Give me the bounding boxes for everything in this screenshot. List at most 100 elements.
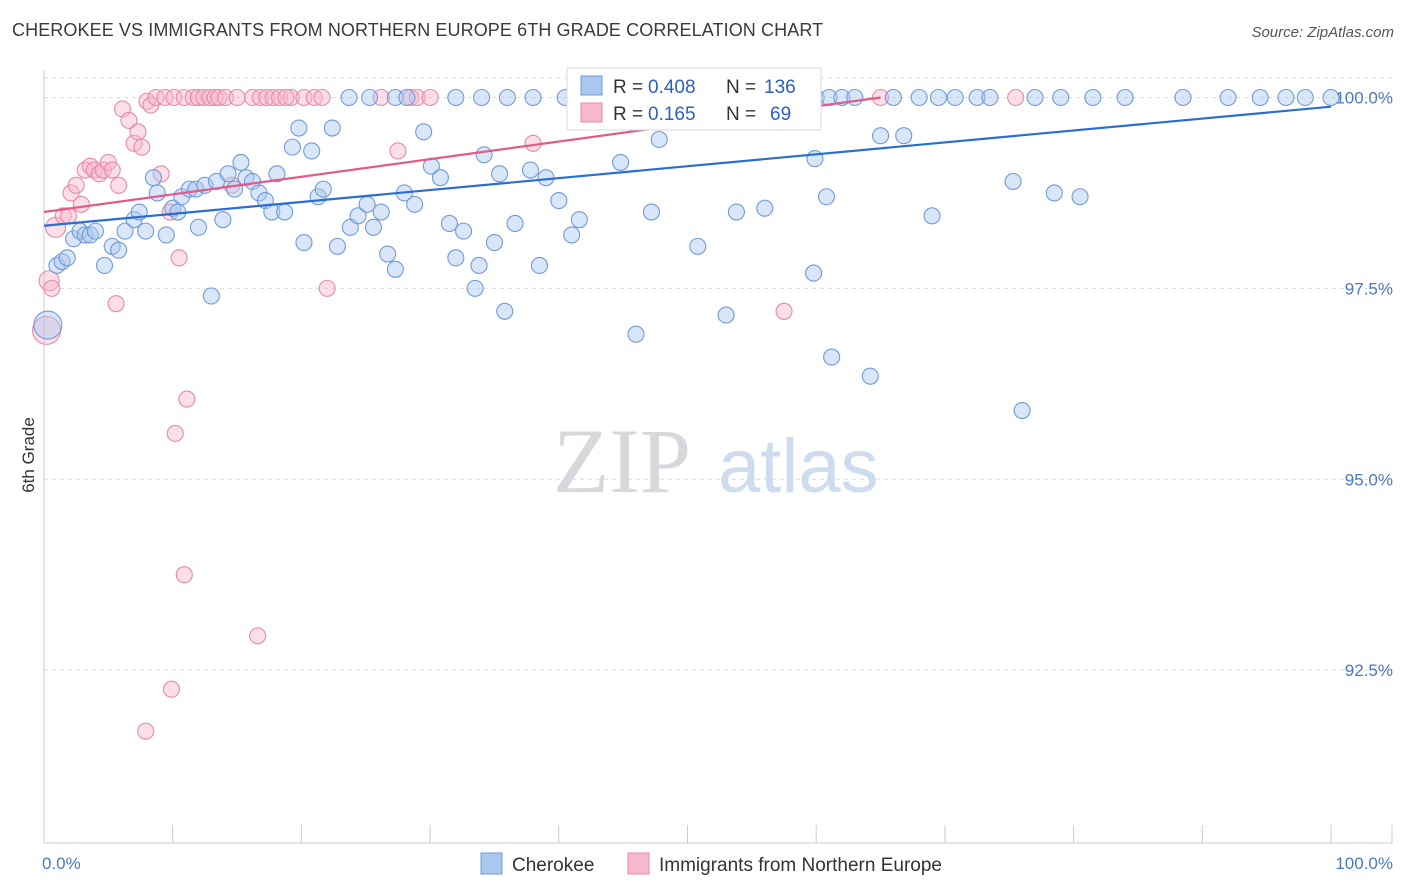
cherokee-point [498,88,516,107]
immigrants-point [210,88,228,107]
immigrants-point [189,88,207,107]
cherokee-point [470,256,488,275]
legend-swatch-cherokee [580,75,603,96]
y-axis-title: 6th Grade [19,417,38,493]
cherokee-point [1026,88,1044,107]
cherokee-point [1004,172,1022,191]
cherokee-point [76,226,94,244]
cherokee-point [466,279,484,297]
cherokee-point [823,348,841,366]
cherokee-point [372,203,390,221]
immigrants-point [175,566,193,584]
cherokee-point [756,199,774,217]
y-tick-label: 95.0% [1345,470,1393,489]
immigrants-point [201,88,219,107]
watermark-atlas: atlas [718,424,879,509]
watermark: ZIP atlas [553,410,879,512]
legend-n-value-immig: 69 [770,104,791,125]
cherokee-point [817,188,836,206]
legend-n-label-cherokee: N = [726,77,756,98]
cherokee-point [1116,88,1134,107]
immigrants-point [175,88,193,107]
immigrants-point [1007,88,1025,107]
cherokee-point [440,214,458,233]
cherokee-point [650,130,668,149]
cherokee-point [485,234,504,252]
cherokee-point [295,234,313,252]
immigrants-point [133,138,151,156]
immigrants-point [282,88,300,107]
cherokee-point [1013,401,1031,420]
cherokee-point [58,249,76,267]
cherokee-point [727,203,745,221]
immigrants-point [421,88,439,107]
cherokee-point [276,203,294,221]
cherokee-point [491,165,509,183]
immigrants-point [162,680,180,698]
cherokee-point [379,245,397,263]
cherokee-point [364,218,383,236]
cherokee-point [1045,184,1063,202]
axes [43,70,1393,844]
legend-n-value-cherokee: 136 [764,77,796,98]
cherokee-point [923,207,941,225]
immigrants-point [99,153,117,171]
cherokee-point [189,218,207,236]
cherokee-point [1251,88,1269,107]
immigrants-point [120,111,138,129]
cherokee-point [415,123,433,141]
chart-title: CHEROKEE VS IMMIGRANTS FROM NORTHERN EUR… [12,20,824,40]
cherokee-point [386,88,404,107]
cherokee-point [895,127,913,145]
cherokee-point [1084,88,1102,107]
cherokee-point [1322,88,1340,107]
immigrants-point [249,627,267,645]
cherokee-point [219,165,237,183]
immigrants-point [270,88,289,107]
cherokee-point [475,146,493,164]
y-tick-label: 97.5% [1345,279,1393,298]
x-tick-label: 100.0% [1335,854,1393,873]
cherokee-point [110,241,128,259]
cherokee-point [290,119,308,137]
top-legend: R = 0.408 N = 136 R = 0.165 N = 69 [566,67,822,131]
cherokee-point [232,153,250,171]
cherokee-point [846,88,864,107]
cherokee-point [116,222,134,240]
legend-r-label-cherokee: R = [613,77,643,98]
cherokee-trend-line [43,105,1332,227]
cherokee-point [1174,88,1192,107]
cherokee-point [537,169,555,187]
cherokee-point [717,306,735,324]
immigrants-point [107,295,125,313]
y-tick-labels: 92.5% 95.0% 97.5% 100.0% [1335,89,1393,681]
cherokee-point [524,88,542,107]
x-tick-label: 0.0% [42,854,81,873]
cherokee-point [323,119,341,137]
immigrants-point [129,123,147,141]
cherokee-point [612,153,630,171]
immigrants-point [67,176,85,194]
cherokee-point [361,88,379,107]
cherokee-point [968,88,986,107]
legend-r-value-immig: 0.165 [648,104,696,125]
immigrants-point [295,88,313,107]
cherokee-point [1052,88,1070,107]
immigrants-point [152,165,170,183]
cherokee-point [283,138,301,156]
cherokee-point [349,207,367,225]
cherokee-point [447,88,465,107]
cherokee-point [157,226,175,244]
series-cherokee-points [33,88,1340,420]
cherokee-point [884,88,902,107]
immigrants-point [184,88,202,107]
immigrants-point [318,279,336,297]
immigrants-point [408,88,426,107]
cherokee-point [861,367,879,385]
immigrants-point [216,88,235,107]
cherokee-point [144,169,162,187]
cherokee-point [328,237,346,255]
immigrants-point [277,88,295,107]
cherokee-point [431,169,449,187]
cherokee-point [910,88,928,107]
